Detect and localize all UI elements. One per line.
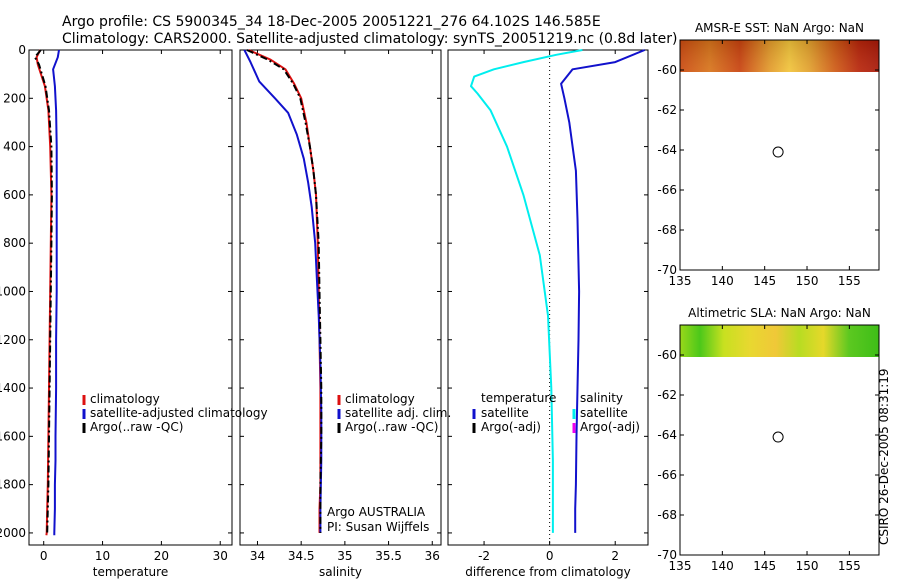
x-tick-label: 20 xyxy=(154,549,169,563)
argo-position-marker xyxy=(772,431,784,443)
x-tick-label: 155 xyxy=(838,559,861,573)
y-tick-label: 1400 xyxy=(0,381,26,395)
x-tick-label: 150 xyxy=(796,274,819,288)
x-tick-label: 30 xyxy=(213,549,228,563)
x-axis-label: temperature xyxy=(93,565,168,579)
series-line-argo xyxy=(246,49,323,533)
y-tick-label: 400 xyxy=(3,140,26,154)
legend-label: satellite-adjusted climatology xyxy=(90,406,268,420)
y-tick-label: 1200 xyxy=(0,333,26,347)
x-axis-label: difference from climatology xyxy=(465,565,631,579)
y-tick-label: -68 xyxy=(657,223,677,237)
legend-label: climatology xyxy=(345,392,415,406)
annotation-float-agency: Argo AUSTRALIA xyxy=(327,505,426,519)
x-tick-label: 10 xyxy=(95,549,110,563)
x-tick-label: 0 xyxy=(546,549,554,563)
y-tick-label: 600 xyxy=(3,188,26,202)
legend-header-salinity: salinity xyxy=(580,391,623,405)
y-tick-label: 200 xyxy=(3,91,26,105)
header-line-2: Climatology: CARS2000. Satellite-adjuste… xyxy=(62,31,677,47)
series-line-clim xyxy=(248,49,322,533)
plot-frame xyxy=(28,49,233,546)
annotation-pi: PI: Susan Wijffels xyxy=(327,520,429,534)
x-tick-label: 135 xyxy=(669,274,692,288)
y-tick-label: -70 xyxy=(657,263,677,277)
series-line-argo xyxy=(33,49,53,533)
amsre-sst-map-panel: AMSR-E SST: NaN Argo: NaN -60 -62 -64 -66 -68… xyxy=(657,21,880,288)
y-tick-label: -62 xyxy=(657,103,677,117)
y-tick-label: -66 xyxy=(657,468,677,482)
y-tick-label: 1600 xyxy=(0,429,26,443)
altimetric-sla-map-panel: Altimetric SLA: NaN Argo: NaN -60 -62 -64 -6… xyxy=(657,306,880,573)
x-tick-label: 150 xyxy=(796,559,819,573)
x-tick-label: 35 xyxy=(337,549,352,563)
x-tick-label: 140 xyxy=(711,559,734,573)
header-line-1: Argo profile: CS 5900345_34 18-Dec-2005 … xyxy=(62,14,601,30)
difference-profile-panel: -2 0 2 difference from climatology temperatu… xyxy=(447,49,649,579)
map-title: AMSR-E SST: NaN Argo: NaN xyxy=(695,21,864,35)
x-tick-label: 2 xyxy=(611,549,619,563)
x-axis-label: salinity xyxy=(319,565,362,579)
data-field-band xyxy=(680,325,879,357)
y-tick-label: -64 xyxy=(657,428,677,442)
y-tick-label: 1800 xyxy=(0,478,26,492)
legend-label: satellite adj. clim. xyxy=(345,406,451,420)
y-tick-label: 800 xyxy=(3,236,26,250)
legend-label: Argo(..raw -QC) xyxy=(90,420,183,434)
x-tick-label: 34.5 xyxy=(288,549,315,563)
legend-label: Argo(..raw -QC) xyxy=(345,420,438,434)
y-tick-label: -60 xyxy=(657,348,677,362)
argo-position-marker xyxy=(772,146,784,158)
x-tick-label: 145 xyxy=(753,559,776,573)
y-tick-label: -70 xyxy=(657,548,677,562)
y-tick-label: 0 xyxy=(18,43,26,57)
y-tick-label: 2000 xyxy=(0,526,26,540)
map-title: Altimetric SLA: NaN Argo: NaN xyxy=(688,306,871,320)
temperature-profile-panel: 0 200 400 600 800 1000 1200 1400 1600 1800 2000 0 10… xyxy=(0,43,268,579)
y-tick-label: -66 xyxy=(657,183,677,197)
x-tick-label: 140 xyxy=(711,274,734,288)
y-tick-label: -62 xyxy=(657,388,677,402)
y-tick-label: 1000 xyxy=(0,284,26,298)
series-line-cyan xyxy=(470,49,583,533)
timestamp-stamp: CSIRO 26-Dec-2005 08:31:19 xyxy=(877,368,891,545)
y-tick-label: -68 xyxy=(657,508,677,522)
legend-label: satellite xyxy=(580,406,628,420)
x-tick-label: 145 xyxy=(753,274,776,288)
salinity-profile-panel: 34 34.5 35 35.5 36 salinity climatologysatelli… xyxy=(239,49,451,579)
map-frame xyxy=(679,39,880,271)
plot-frame xyxy=(447,49,649,546)
x-tick-label: 34 xyxy=(250,549,265,563)
x-tick-label: 155 xyxy=(838,274,861,288)
x-tick-label: 135 xyxy=(669,559,692,573)
map-frame xyxy=(679,324,880,556)
series-line-sat xyxy=(560,49,646,533)
legend-label: climatology xyxy=(90,392,160,406)
x-tick-label: 0 xyxy=(40,549,48,563)
data-field-shade xyxy=(680,40,879,72)
legend-header-temperature: temperature xyxy=(481,391,556,405)
x-tick-label: 36 xyxy=(425,549,440,563)
series-line-sat xyxy=(52,49,60,536)
x-tick-label: 35.5 xyxy=(375,549,402,563)
y-tick-label: -60 xyxy=(657,63,677,77)
legend-label: Argo(-adj) xyxy=(481,420,541,434)
series-line-sat xyxy=(243,49,323,533)
y-tick-label: -64 xyxy=(657,143,677,157)
plot-frame xyxy=(239,49,442,546)
legend-label: Argo(-adj) xyxy=(580,420,640,434)
x-tick-label: -2 xyxy=(478,549,490,563)
legend-label: satellite xyxy=(481,406,529,420)
